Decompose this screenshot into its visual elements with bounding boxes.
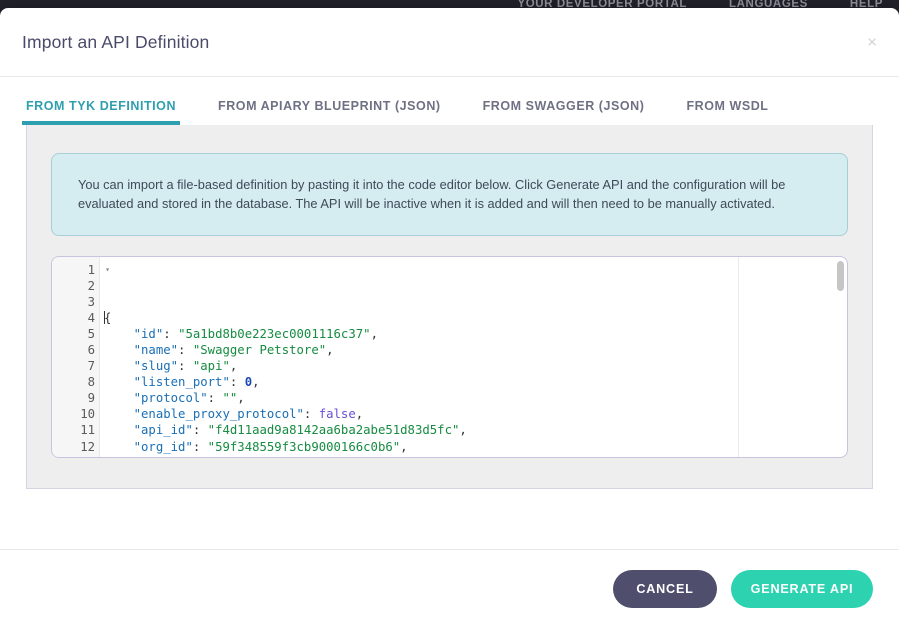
editor-line-number: 11	[80, 423, 95, 438]
background-nav-item-portal: Your Developer Portal	[517, 0, 688, 10]
editor-line-number: 10	[80, 407, 95, 422]
chevron-down-icon[interactable]: ▾	[105, 265, 110, 274]
tab-from-wsdl[interactable]: FROM WSDL	[686, 99, 768, 125]
editor-line-number: 1 ▾	[87, 263, 110, 277]
import-api-definition-modal: Import an API Definition × FROM TYK DEFI…	[0, 8, 899, 627]
close-icon[interactable]: ×	[867, 32, 877, 52]
text-cursor	[104, 311, 105, 325]
tab-from-apiary-blueprint-json[interactable]: FROM APIARY BLUEPRINT (JSON)	[218, 99, 441, 125]
editor-vertical-scrollbar[interactable]	[837, 261, 844, 291]
editor-code-line: "name": "Swagger Petstore",	[133, 343, 334, 358]
editor-code-line: "enable_proxy_protocol": false,	[133, 407, 364, 422]
generate-api-button[interactable]: GENERATE API	[731, 569, 873, 608]
editor-line-number: 3	[87, 295, 95, 310]
editor-code-line: "slug": "api",	[133, 359, 238, 374]
editor-code-line: "id": "5a1bd8b0e223ec0001116c37",	[133, 327, 378, 342]
page-title: Import an API Definition	[22, 31, 210, 52]
editor-code-line: "protocol": "",	[133, 391, 245, 406]
editor-line-number: 5	[87, 327, 95, 342]
editor-code-line: {	[104, 311, 112, 326]
editor-line-number: 13▾	[52, 455, 99, 457]
tab-panel-from-tyk-definition: You can import a file-based definition b…	[26, 125, 873, 489]
import-instructions-notice: You can import a file-based definition b…	[51, 153, 848, 236]
code-editor[interactable]: 1▾ 2345678910111213▾ { "id": "5a1bd8b0e22…	[51, 256, 848, 458]
background-nav-item-languages: Languages	[729, 0, 808, 10]
import-source-tabs: FROM TYK DEFINITION FROM APIARY BLUEPRIN…	[21, 77, 873, 125]
cancel-button[interactable]: CANCEL	[613, 569, 717, 608]
tab-from-tyk-definition[interactable]: FROM TYK DEFINITION	[21, 99, 181, 125]
modal-body: FROM TYK DEFINITION FROM APIARY BLUEPRIN…	[0, 77, 899, 549]
editor-line-number: 9	[87, 391, 95, 406]
editor-line-number-gutter: 1▾ 2345678910111213▾	[52, 257, 110, 457]
editor-line-number: 7	[87, 359, 95, 374]
editor-code-line: "use_keyless": true,	[104, 455, 847, 457]
editor-code-line: "api_id": "f4d11aad9a8142aa6ba2abe51d83d…	[133, 423, 467, 438]
editor-code-area[interactable]: { "id": "5a1bd8b0e223ec0001116c37", "nam…	[100, 257, 847, 457]
editor-code-line: "listen_port": 0,	[133, 375, 260, 390]
modal-footer: CANCEL GENERATE API	[0, 549, 899, 627]
modal-header: Import an API Definition ×	[0, 8, 899, 77]
editor-line-number: 8	[87, 375, 95, 390]
editor-print-margin	[738, 257, 739, 457]
editor-code-line: "org_id": "59f348559f3cb9000166c0b6",	[133, 439, 408, 454]
background-nav-item-help: Help	[849, 0, 883, 10]
tab-from-swagger-json[interactable]: FROM SWAGGER (JSON)	[483, 99, 645, 125]
editor-line-number: 2	[87, 279, 95, 294]
editor-line-number: 4	[87, 311, 95, 326]
editor-line-number: 12	[80, 439, 95, 454]
editor-line-number: 6	[87, 343, 95, 358]
